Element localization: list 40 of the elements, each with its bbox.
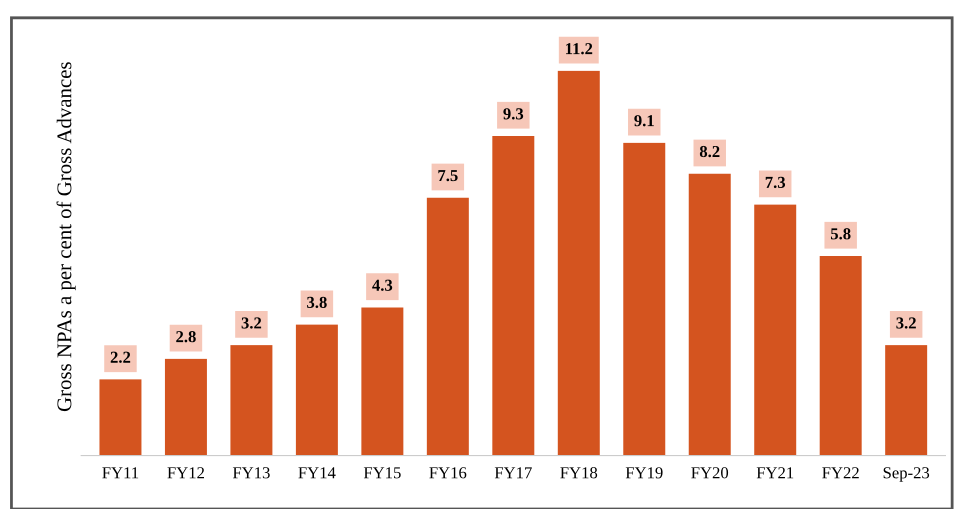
bar xyxy=(361,307,404,456)
bar xyxy=(296,324,338,456)
bar xyxy=(164,358,207,456)
data-label: 2.2 xyxy=(110,352,130,363)
bar xyxy=(558,70,600,456)
data-label: 4.3 xyxy=(372,280,392,291)
bar xyxy=(99,379,142,456)
data-label: 7.5 xyxy=(438,170,458,182)
data-label: 3.2 xyxy=(242,317,262,329)
x-tick-label: FY17 xyxy=(494,467,532,478)
data-label: 7.3 xyxy=(766,176,786,188)
bar xyxy=(492,136,534,456)
data-label: 9.1 xyxy=(634,115,654,126)
x-tick-label: FY16 xyxy=(429,467,466,478)
bar xyxy=(885,345,928,456)
x-tick-label: FY22 xyxy=(822,467,859,478)
data-label: 5.8 xyxy=(830,228,851,240)
data-label: 9.3 xyxy=(503,108,524,120)
data-label: 11.2 xyxy=(566,43,592,54)
x-tick-label: FY11 xyxy=(102,467,138,478)
x-tick-label: FY20 xyxy=(691,467,728,478)
bar xyxy=(688,174,731,456)
x-tick-label: FY15 xyxy=(364,467,401,478)
bar xyxy=(754,204,796,456)
x-tick-label: FY18 xyxy=(560,467,598,478)
data-label: 3.8 xyxy=(307,296,327,308)
data-label: 8.2 xyxy=(700,146,720,158)
bar xyxy=(820,256,862,456)
x-tick-label: FY21 xyxy=(756,467,794,478)
bar xyxy=(623,142,666,456)
data-label: 3.2 xyxy=(896,317,916,329)
data-label: 2.8 xyxy=(176,331,196,342)
x-tick-label: FY13 xyxy=(232,467,270,478)
x-tick-label: Sep-23 xyxy=(884,467,930,482)
x-tick-label: FY14 xyxy=(298,467,336,478)
bar xyxy=(426,198,469,456)
x-tick-label: FY12 xyxy=(167,467,204,478)
bar xyxy=(230,345,272,456)
x-tick-label: FY19 xyxy=(626,467,663,478)
y-axis-title: Gross NPAs a per cent of Gross Advances xyxy=(56,62,76,412)
